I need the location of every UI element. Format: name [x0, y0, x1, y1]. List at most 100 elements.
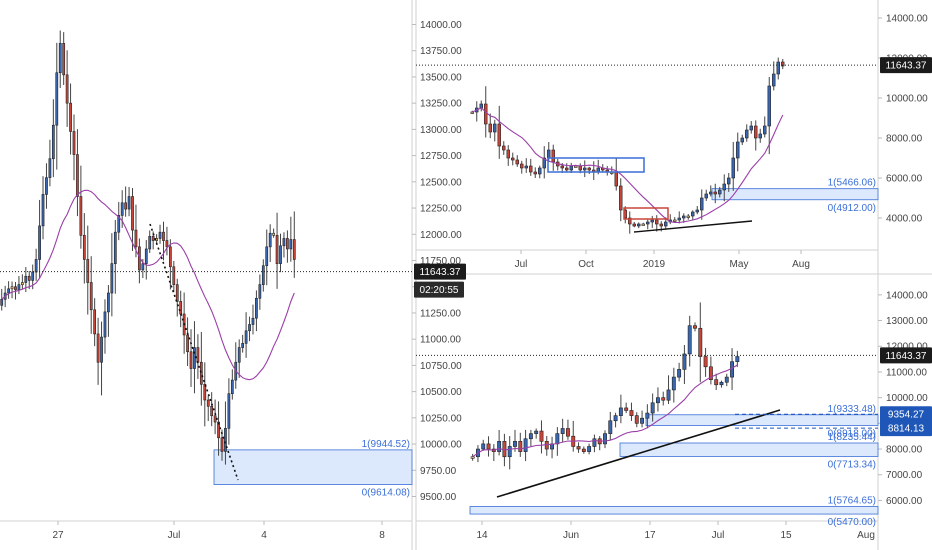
x-tick-label: 17 — [644, 530, 656, 541]
candle-body — [659, 223, 663, 227]
candle-body — [120, 202, 124, 216]
countdown-tag — [414, 281, 464, 298]
support-trendline — [496, 409, 781, 498]
y-tick-label: 7000.00 — [886, 470, 923, 481]
candle-body — [100, 336, 103, 363]
level-tag-value: 8814.13 — [888, 424, 925, 435]
bottom-right-panel: 14000.00 13000.00 12000.00 11000.00 10000.00… — [416, 290, 932, 541]
candle-body — [518, 441, 523, 452]
candle-body — [113, 231, 117, 264]
y-tick-label: 6000.00 — [886, 174, 923, 185]
candle-body — [172, 266, 176, 285]
candle-body — [749, 125, 753, 131]
y-tick-label: 10750.00 — [420, 361, 462, 372]
candle-body — [529, 165, 533, 173]
y-tick-label: 10000.00 — [886, 393, 928, 404]
candle-body — [186, 334, 189, 353]
candle-body — [502, 145, 506, 151]
x-tick-label: Jun — [563, 530, 579, 541]
y-tick-label: 10000.00 — [420, 440, 462, 451]
y-tick-label: 12250.00 — [420, 204, 462, 215]
fib-zone — [619, 442, 879, 457]
candle-body — [763, 125, 767, 135]
x-tick-label: 4 — [261, 530, 267, 541]
candle-body — [127, 196, 131, 210]
candle-body — [650, 402, 655, 414]
candle-body — [754, 125, 758, 139]
candle-body — [634, 415, 639, 424]
candle-body — [673, 219, 677, 222]
support-trendline — [633, 220, 753, 233]
candle-body — [560, 165, 564, 169]
candle-body — [637, 223, 641, 227]
candle-body — [55, 72, 59, 126]
candle-body — [48, 158, 52, 178]
x-tick-label: Jul — [515, 259, 528, 270]
candle-body — [272, 232, 275, 236]
candle-body — [709, 191, 713, 195]
dotted-trendline — [149, 223, 239, 481]
candle-body — [144, 248, 148, 264]
candle-body — [117, 215, 121, 233]
y-tick-label: 9750.00 — [420, 466, 457, 477]
candle-body — [618, 407, 623, 416]
candle-body — [275, 235, 279, 264]
fib-zone — [645, 414, 879, 426]
y-tick-label: 13000.00 — [886, 316, 928, 327]
candle-body — [547, 149, 551, 159]
candle-body — [165, 240, 169, 248]
candle-body — [224, 428, 227, 452]
candle-body — [569, 165, 573, 171]
y-tick-label: 13000.00 — [420, 125, 462, 136]
candle-body — [542, 157, 546, 169]
fib-zone — [469, 506, 879, 515]
candle-body — [629, 410, 634, 416]
y-tick-label: 6000.00 — [886, 496, 923, 507]
candle-body — [124, 202, 127, 210]
candle-body — [695, 209, 699, 213]
candle-body — [727, 177, 731, 185]
candle-body — [736, 141, 740, 159]
candle-body — [493, 123, 497, 133]
candle-body — [169, 246, 172, 268]
candle-body — [641, 223, 645, 226]
candle-body — [279, 245, 282, 264]
candle-body — [515, 159, 519, 165]
candle-body — [65, 74, 69, 104]
candle-body — [21, 282, 24, 285]
moving-average-line — [1, 189, 295, 381]
candle-body — [700, 197, 704, 211]
candle-body — [513, 441, 517, 447]
fib-label: 1(9944.52) — [362, 439, 410, 450]
candle-body — [27, 275, 31, 281]
candle-body — [282, 238, 286, 247]
x-tick-label: Aug — [857, 530, 875, 541]
candle-body — [776, 61, 780, 75]
x-tick-label: Aug — [792, 259, 810, 270]
candle-body — [655, 397, 660, 404]
candle-body — [693, 325, 697, 329]
fib-label: 1(8235.44) — [828, 432, 876, 443]
candle-body — [677, 217, 681, 221]
y-tick-label: 10000.00 — [886, 94, 928, 105]
fib-label: 0(8918.00) — [828, 428, 876, 439]
candle-body — [551, 149, 555, 163]
candle-body — [134, 229, 138, 248]
candle-body — [289, 239, 293, 250]
candle-body — [583, 167, 587, 171]
candle-body — [203, 383, 207, 401]
last-price-value: 11643.37 — [886, 351, 927, 362]
candle-body — [86, 259, 90, 283]
candle-body — [151, 236, 155, 241]
y-tick-label: 13750.00 — [420, 46, 462, 57]
candle-body — [24, 275, 28, 283]
candle-body — [650, 219, 654, 223]
candle-body — [608, 420, 613, 434]
candle-body — [682, 353, 687, 370]
candle-body — [470, 111, 474, 114]
candle-body — [10, 286, 14, 290]
fib-label: 0(5470.00) — [828, 517, 876, 528]
candle-body — [258, 284, 262, 299]
candle-body — [664, 221, 668, 227]
y-tick-label: 13250.00 — [420, 99, 462, 110]
